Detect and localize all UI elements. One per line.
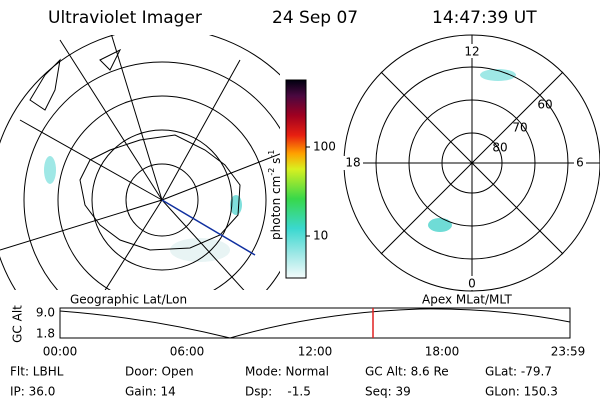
coastline xyxy=(29,48,122,111)
mlat-label: 60 xyxy=(537,98,552,112)
time: 14:47:39 UT xyxy=(432,8,537,28)
label-bg xyxy=(465,44,479,58)
exponent: -1 xyxy=(267,150,276,158)
label-bg xyxy=(574,156,586,170)
lat-circle xyxy=(23,61,280,290)
y-tick-label: 1.8 xyxy=(36,327,55,341)
mlt-label: 6 xyxy=(576,156,584,170)
info-field: Dsp: -1.5 xyxy=(245,385,311,399)
x-tick-label: 23:59 xyxy=(551,345,586,359)
aurora-patch xyxy=(428,218,452,232)
panel-caption: Geographic Lat/Lon xyxy=(70,293,187,307)
info-field: GLat: -79.7 xyxy=(485,365,552,379)
lat-circle xyxy=(0,35,280,290)
mlat-label: 70 xyxy=(512,121,527,135)
x-tick-label: 00:00 xyxy=(43,345,78,359)
y-tick-label: 9.0 xyxy=(36,306,55,320)
lat-circle xyxy=(57,95,267,290)
x-tick-label: 06:00 xyxy=(170,345,205,359)
label-bg xyxy=(343,156,363,170)
x-tick-label: 12:00 xyxy=(298,345,333,359)
info-field: GC Alt: 8.6 Re xyxy=(365,365,449,379)
mlat-label: 80 xyxy=(492,141,507,155)
info-field: IP: 36.0 xyxy=(10,385,55,399)
coastline xyxy=(79,134,241,251)
info-field: Gain: 14 xyxy=(125,385,176,399)
colorbar xyxy=(285,79,307,279)
unit: s xyxy=(269,158,283,168)
info-block: Flt: LBHL Door: Open Mode: Normal GC Alt: 8… xyxy=(10,365,558,399)
lat-circle xyxy=(91,129,233,271)
colorbar-tick-label: 10 xyxy=(313,229,328,243)
exponent: -2 xyxy=(267,168,276,176)
date: 24 Sep 07 xyxy=(272,8,358,28)
aurora-patch xyxy=(480,69,516,81)
track-line xyxy=(161,199,256,256)
unit: photon cm xyxy=(269,176,283,240)
axis-label: GC Alt xyxy=(11,305,25,343)
aurora-patch xyxy=(44,156,56,184)
mlt-lines xyxy=(344,35,600,291)
colorbar-label: photon cm-2 s-1 xyxy=(267,150,283,240)
info-field: GLon: 150.3 xyxy=(485,385,558,399)
info-field: Mode: Normal xyxy=(245,365,329,379)
colorbar-tick-label: 100 xyxy=(313,140,336,154)
altitude-curve xyxy=(59,308,571,339)
panel-caption: Apex MLat/MLT xyxy=(422,293,512,307)
info-field: Seq: 39 xyxy=(365,385,411,399)
magnetic-plot: 12 6 0 18 60 70 80 xyxy=(343,34,600,292)
title: Ultraviolet Imager xyxy=(48,8,202,28)
lat-circle xyxy=(125,163,199,237)
mlt-label: 12 xyxy=(464,45,479,59)
geographic-plot xyxy=(0,35,280,290)
mlt-label: 0 xyxy=(468,277,476,291)
altitude-frame xyxy=(59,307,571,339)
info-field: Flt: LBHL xyxy=(10,365,64,379)
x-tick-label: 18:00 xyxy=(425,345,460,359)
aurora-haze xyxy=(170,238,230,262)
mlt-label: 18 xyxy=(345,156,360,170)
label-bg xyxy=(466,276,478,290)
info-field: Door: Open xyxy=(125,365,194,379)
